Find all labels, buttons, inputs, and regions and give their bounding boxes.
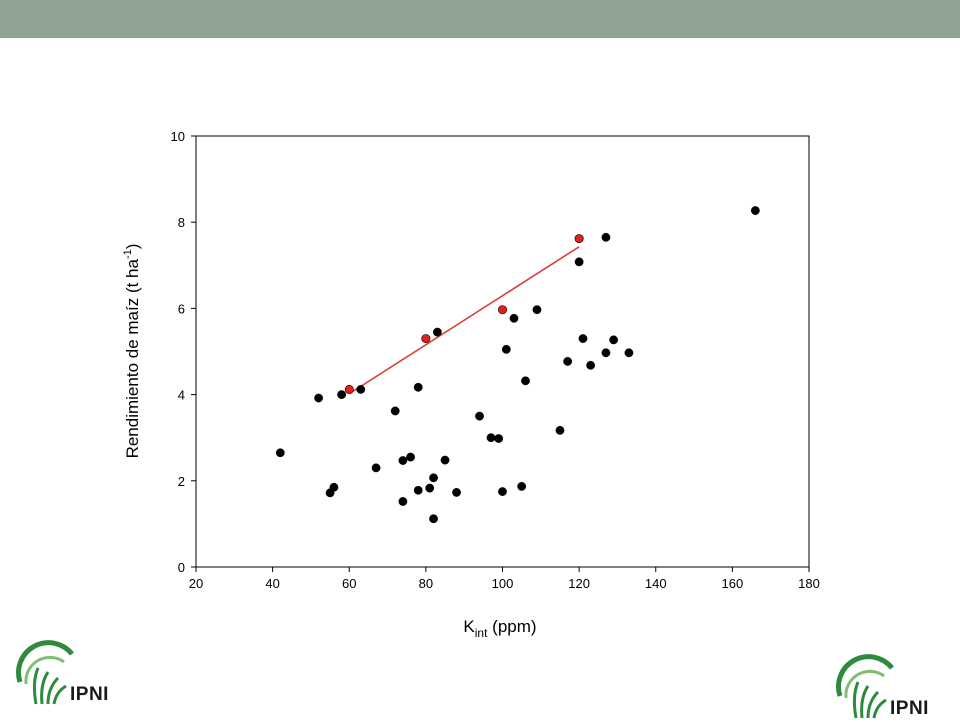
data-point bbox=[425, 483, 435, 493]
data-point bbox=[371, 463, 381, 473]
data-point bbox=[574, 257, 584, 267]
x-tick-label: 80 bbox=[419, 576, 433, 591]
data-point bbox=[390, 406, 400, 416]
highlight-point bbox=[574, 234, 584, 244]
data-point bbox=[475, 411, 484, 421]
logo-text: IPNI bbox=[70, 684, 109, 705]
ipni-logo-right: IPNI bbox=[836, 654, 929, 719]
data-point bbox=[521, 376, 530, 386]
highlight-point bbox=[344, 384, 354, 394]
x-tick-label: 120 bbox=[568, 576, 590, 591]
x-tick-label: 60 bbox=[342, 576, 356, 591]
data-point bbox=[429, 514, 438, 524]
data-point bbox=[329, 482, 339, 492]
data-point bbox=[398, 456, 408, 465]
logo-arc-icon bbox=[836, 654, 894, 697]
highlight-point bbox=[497, 305, 507, 315]
data-point bbox=[563, 357, 573, 366]
logo-text: IPNI bbox=[890, 698, 929, 719]
y-axis-title-close: ) bbox=[123, 244, 142, 250]
y-tick-label: 4 bbox=[178, 388, 185, 403]
data-point bbox=[452, 488, 461, 497]
y-tick-label: 6 bbox=[178, 301, 185, 316]
data-point bbox=[432, 327, 442, 337]
logo-arc-inner-icon bbox=[844, 669, 885, 699]
x-axis-title-main: K bbox=[463, 617, 475, 636]
x-tick-label: 180 bbox=[798, 576, 820, 591]
y-tick-label: 0 bbox=[178, 560, 185, 575]
data-point bbox=[337, 390, 346, 399]
top-banner bbox=[0, 0, 960, 38]
data-point bbox=[517, 482, 527, 491]
data-point bbox=[501, 344, 511, 354]
data-point bbox=[498, 487, 507, 496]
data-point bbox=[440, 455, 450, 465]
x-axis-title: Kint (ppm) bbox=[463, 617, 536, 640]
data-point bbox=[578, 334, 588, 343]
data-point bbox=[398, 497, 408, 506]
data-point bbox=[750, 206, 760, 215]
x-tick-label: 160 bbox=[722, 576, 744, 591]
data-point bbox=[601, 232, 611, 242]
data-point bbox=[532, 305, 542, 315]
x-axis-title-unit: (ppm) bbox=[487, 617, 536, 636]
logo-leaves-icon bbox=[852, 681, 887, 719]
x-tick-label: 20 bbox=[189, 576, 203, 591]
y-axis-title: Rendimiento de maíz (t ha-1) bbox=[122, 244, 142, 459]
y-axis-title-superscript: -1 bbox=[122, 249, 134, 259]
data-point bbox=[601, 348, 611, 358]
data-point bbox=[509, 313, 519, 323]
data-point bbox=[609, 335, 619, 345]
data-point bbox=[586, 360, 596, 370]
y-tick-label: 2 bbox=[178, 474, 185, 489]
data-point bbox=[413, 382, 423, 392]
logo-arc-icon bbox=[16, 640, 74, 683]
data-point bbox=[624, 348, 634, 358]
logo-leaves-icon bbox=[32, 667, 67, 705]
ipni-logo-left: IPNI bbox=[16, 640, 109, 705]
y-tick-label: 8 bbox=[178, 215, 185, 230]
y-axis-title-main: Rendimiento de maíz (t ha bbox=[123, 259, 142, 459]
highlight-point bbox=[421, 334, 431, 344]
data-point bbox=[494, 434, 504, 443]
data-point bbox=[555, 425, 565, 435]
x-axis-title-subscript: int bbox=[475, 626, 488, 640]
data-point bbox=[356, 385, 366, 394]
data-point bbox=[486, 433, 496, 443]
data-point bbox=[406, 452, 415, 462]
data-point bbox=[275, 448, 285, 458]
x-tick-label: 40 bbox=[265, 576, 279, 591]
x-tick-label: 100 bbox=[492, 576, 514, 591]
data-point bbox=[314, 393, 323, 403]
data-point bbox=[429, 473, 438, 483]
y-tick-label: 10 bbox=[171, 129, 185, 144]
data-point bbox=[413, 485, 423, 495]
x-tick-label: 140 bbox=[645, 576, 667, 591]
logo-arc-inner-icon bbox=[24, 655, 65, 685]
trend-line bbox=[348, 246, 580, 395]
